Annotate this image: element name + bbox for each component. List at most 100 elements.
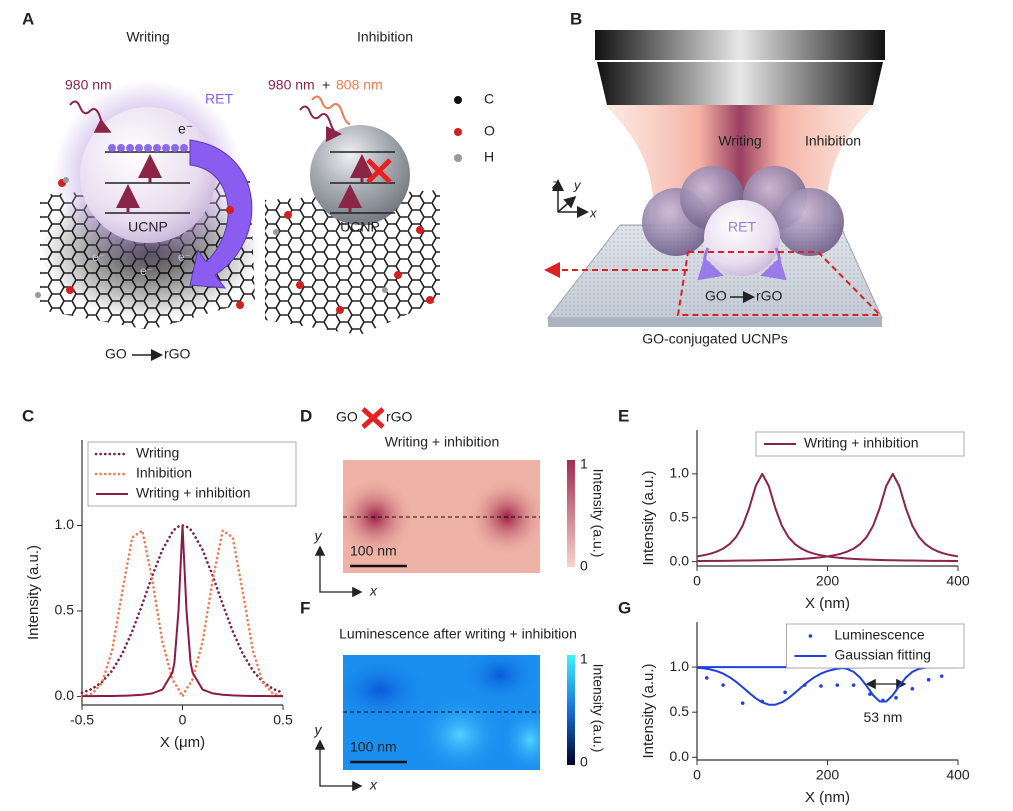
- reaction: rGO: [756, 288, 783, 304]
- axis-letter: z: [551, 176, 559, 191]
- legend-dot: [454, 128, 462, 136]
- panel-b: B z y x Writing Inhibition RET GO rGO GO…: [544, 9, 885, 347]
- x-axis-label: X (nm): [805, 789, 850, 806]
- data-point: [926, 677, 931, 682]
- y-tick-label: 0.5: [55, 602, 75, 618]
- atoms: [35, 177, 434, 314]
- colorbar: [567, 655, 575, 765]
- colorbar-tick: 0: [580, 558, 588, 574]
- beam-label: Writing: [718, 133, 761, 149]
- panel-a: A Writing Inhibition 980 nm e⁻ RET UCNP …: [22, 9, 495, 429]
- x-tick-label: 200: [816, 767, 840, 783]
- write-region: [676, 251, 883, 316]
- x-tick-label: 0: [693, 767, 701, 783]
- data-point: [740, 701, 745, 705]
- legend-label: Luminescence: [834, 627, 924, 643]
- legend-marker: [808, 634, 813, 638]
- cross: [361, 407, 385, 429]
- caption: GO-conjugated UCNPs: [642, 331, 788, 347]
- panel-label: G: [618, 598, 631, 617]
- data-line: [80, 524, 285, 695]
- axis-letter: x: [369, 777, 378, 793]
- excitation-arrows: [116, 154, 162, 212]
- colorbar-label: Intensity (a.u.): [590, 469, 606, 558]
- excitation-arrows: [338, 154, 374, 212]
- laser-wave: [299, 105, 342, 142]
- x-tick-label: -0.5: [70, 712, 94, 728]
- objective: [595, 30, 885, 60]
- data-line: [80, 529, 285, 698]
- reaction: GO: [105, 346, 127, 362]
- data-point: [894, 695, 898, 700]
- laser-wave: [69, 100, 112, 133]
- ret-label: RET: [728, 219, 756, 235]
- heatmap: [343, 655, 540, 770]
- data-line: [696, 472, 958, 562]
- panel-label: E: [618, 406, 629, 425]
- electron-label: e⁻: [178, 121, 193, 137]
- data-point: [783, 690, 787, 695]
- y-tick-label: 0.0: [55, 687, 75, 703]
- axis-letter: x: [589, 205, 597, 220]
- data-point: [939, 674, 944, 678]
- wavelength: 808 nm: [336, 77, 383, 93]
- map-title: Luminescence after writing + inhibition: [339, 626, 577, 642]
- panel-d: D Writing + inhibition 100 nm 1 0 Intens…: [300, 406, 606, 598]
- legend-label: Inhibition: [136, 465, 192, 481]
- x-tick-label: 0.5: [273, 712, 293, 728]
- axes-icon: [314, 739, 363, 792]
- data-point: [704, 676, 709, 680]
- axes-icon: [314, 545, 363, 598]
- axis-letter: x: [369, 583, 378, 599]
- heading: Inhibition: [357, 29, 413, 45]
- y-tick-label: 0.5: [670, 703, 690, 719]
- beam-label: Inhibition: [805, 133, 861, 149]
- y-axis-label: Intensity (a.u.): [640, 663, 657, 758]
- data-point: [910, 686, 915, 691]
- substrate-edge: [548, 318, 882, 327]
- ucnp-label: UCNP: [128, 219, 168, 235]
- x-tick-label: 400: [946, 767, 970, 783]
- data-line: [697, 666, 958, 703]
- cross: [366, 158, 392, 184]
- map-title: Writing + inhibition: [385, 434, 500, 450]
- colorbar-tick: 0: [580, 754, 588, 770]
- wavelength: 980 nm: [65, 77, 112, 93]
- panel-label: D: [300, 406, 312, 425]
- reaction: rGO: [164, 346, 191, 362]
- legend-dot: [454, 154, 462, 162]
- reaction: GO: [705, 288, 727, 304]
- y-tick-label: 1.0: [55, 516, 75, 532]
- annotation: 53 nm: [864, 709, 903, 725]
- colorbar-tick: 1: [580, 456, 588, 472]
- x-tick-label: 400: [946, 573, 970, 589]
- data-line: [696, 666, 958, 706]
- ucnp-label: UCNP: [340, 219, 380, 235]
- ucnp-sphere: [310, 125, 410, 225]
- x-tick-label: 200: [816, 573, 840, 589]
- y-tick-label: 0.0: [670, 748, 690, 764]
- ucnp-sphere: [776, 188, 844, 256]
- wavelength: 980 nm: [268, 77, 315, 93]
- colorbar-tick: 1: [580, 651, 588, 667]
- legend-box: [786, 623, 965, 669]
- y-tick-label: 0.5: [670, 508, 690, 524]
- panel-label: A: [22, 9, 34, 28]
- panel-f: F Luminescence after writing + inhibitio…: [300, 598, 606, 792]
- legend-dot: [454, 96, 462, 104]
- ret-arrow: [189, 139, 253, 289]
- legend-label: Gaussian fitting: [834, 647, 931, 663]
- legend-label: O: [484, 123, 495, 139]
- electron-label: e⁻: [178, 250, 191, 264]
- ret-arrow: [697, 247, 724, 281]
- colorbar: [567, 460, 575, 567]
- plus: +: [322, 77, 330, 93]
- scale-label: 100 nm: [350, 543, 397, 559]
- data-point: [721, 683, 725, 687]
- axis-letter: y: [314, 722, 323, 738]
- legend-label: H: [484, 149, 494, 165]
- heading: Writing: [126, 29, 169, 45]
- reaction: rGO: [386, 409, 413, 425]
